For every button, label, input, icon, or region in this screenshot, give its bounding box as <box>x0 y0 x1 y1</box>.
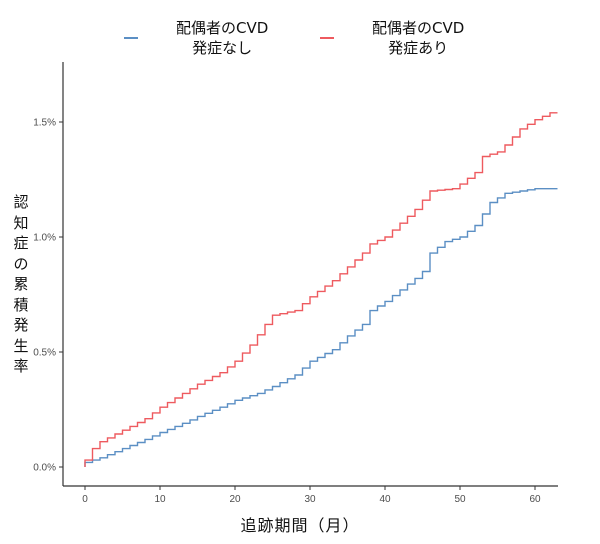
x-axis-label: 追跡期間（月） <box>240 516 360 535</box>
series-lines <box>84 112 558 467</box>
series-line-cvd <box>84 112 558 467</box>
legend-item-no-cvd: 配偶者のCVD 発症なし <box>124 18 268 58</box>
x-tick-label: 20 <box>229 494 241 505</box>
legend-swatch-blue <box>124 37 138 39</box>
x-tick-label: 60 <box>529 494 541 505</box>
x-tick-label: 30 <box>304 494 316 505</box>
y-axis-label: 認知症の累積発生率 <box>13 193 29 375</box>
series-line-no-cvd <box>84 188 558 467</box>
legend-label-no-cvd: 配偶者のCVD 発症なし <box>176 19 269 57</box>
legend-item-cvd: 配偶者のCVD 発症あり <box>320 18 464 58</box>
x-tick-label: 0 <box>82 494 88 505</box>
x-tick-label: 40 <box>379 494 391 505</box>
x-ticks: 0 10 20 30 40 50 60 <box>82 486 541 505</box>
legend-swatch-red <box>320 37 334 39</box>
y-tick-label: 0.5% <box>33 348 56 359</box>
legend: 配偶者のCVD 発症なし 配偶者のCVD 発症あり <box>0 18 600 68</box>
legend-label-cvd: 配偶者のCVD 発症あり <box>372 19 465 57</box>
x-tick-label: 50 <box>454 494 466 505</box>
x-tick-label: 10 <box>154 494 166 505</box>
y-tick-label: 1.5% <box>33 118 56 129</box>
axes: 0.0% 0.5% 1.0% 1.5% 0 10 20 30 40 50 60 <box>33 62 558 505</box>
y-ticks: 0.0% 0.5% 1.0% 1.5% <box>33 118 63 474</box>
y-tick-label: 0.0% <box>33 463 56 474</box>
y-tick-label: 1.0% <box>33 233 56 244</box>
